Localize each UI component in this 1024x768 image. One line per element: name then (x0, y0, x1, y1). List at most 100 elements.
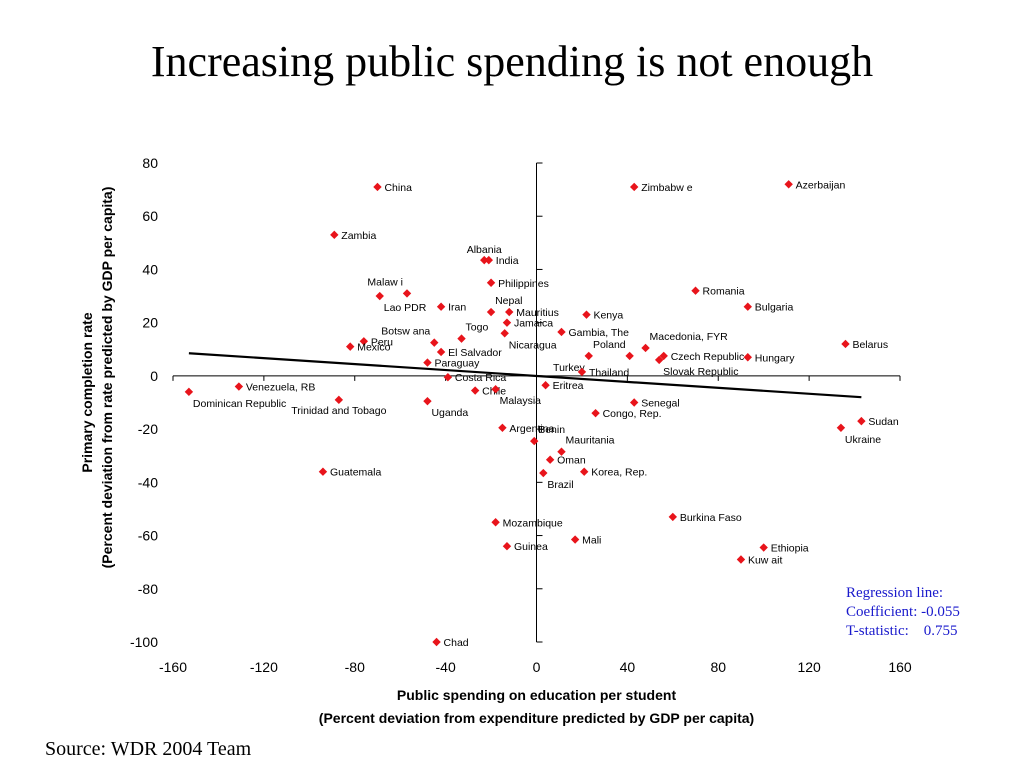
data-point-label: Mauritania (565, 435, 614, 447)
data-point-marker (582, 310, 591, 319)
x-axis-title-line1: Public spending on education per student (397, 687, 677, 703)
data-point-label: Paraguay (434, 358, 480, 370)
y-tick-label: 20 (142, 315, 158, 331)
data-point-label: Malaysia (500, 395, 542, 407)
data-point-label: Argentina (509, 423, 554, 435)
data-point-marker (375, 291, 384, 301)
data-point-marker (591, 408, 600, 418)
data-point-label: China (384, 182, 412, 194)
data-point-marker (423, 358, 432, 367)
data-point-marker (491, 384, 500, 394)
data-point-label: Zimbabw e (641, 182, 693, 194)
data-point-label: Czech Republic (671, 351, 745, 363)
data-point-marker (334, 395, 344, 405)
data-point-marker (234, 382, 244, 391)
data-point-marker (759, 543, 768, 552)
y-tick-label: -80 (138, 581, 158, 597)
data-point-marker (457, 334, 466, 343)
source-note: Source: WDR 2004 Team (45, 738, 252, 760)
x-tick-label: 40 (620, 659, 636, 675)
data-point-label: Turkey (553, 362, 585, 374)
data-point-label: Senegal (641, 398, 680, 410)
data-point-label: Nepal (495, 295, 522, 307)
data-point-marker (629, 398, 639, 407)
data-point-label: Burkina Faso (680, 512, 742, 524)
data-point-label: Slovak Republic (663, 366, 738, 378)
data-point-marker (557, 327, 566, 337)
data-point-marker (423, 396, 432, 406)
y-tick-label: -60 (138, 528, 158, 544)
data-point-marker (570, 535, 580, 544)
data-point-label: Thailand (589, 367, 629, 379)
data-point-marker (436, 347, 446, 357)
data-point-label: Iran (448, 302, 466, 314)
data-point-marker (346, 342, 355, 351)
data-point-marker (470, 386, 480, 395)
x-tick-label: -40 (436, 659, 456, 675)
data-point-marker (486, 307, 496, 317)
data-point-marker (359, 337, 369, 346)
chart-points: China Zimbabw e Azerbaijan Zambia AlbaniaInd… (184, 179, 899, 649)
data-point-marker (545, 455, 555, 464)
data-point-label: Gambia, The (568, 327, 629, 339)
data-point-label: Philippines (498, 278, 549, 290)
data-point-marker (691, 286, 700, 295)
data-point-label: Ethiopia (771, 543, 809, 555)
data-point-marker (505, 307, 514, 317)
data-point-marker (491, 518, 500, 527)
data-point-label: Uganda (431, 407, 468, 419)
regression-t-statistic: T-statistic: 0.755 (846, 623, 958, 639)
data-point-marker (484, 255, 493, 265)
data-point-label: Bulgaria (755, 302, 794, 314)
data-point-label: Macedonia, FYR (650, 331, 729, 343)
data-point-label: Chad (444, 637, 469, 649)
y-tick-label: 60 (142, 208, 158, 224)
x-tick-label: -120 (250, 659, 278, 675)
data-point-label: Nicaragua (509, 339, 557, 351)
x-tick-label: 80 (710, 659, 726, 675)
data-point-label: Venezuela, RB (246, 382, 315, 394)
y-axis-title-line1: Primary completion rate (79, 312, 95, 472)
x-tick-label: 0 (533, 659, 541, 675)
data-point-label: Mexico (357, 342, 390, 354)
data-point-label: Costa Rica (455, 372, 507, 384)
regression-line-label: Regression line: (846, 585, 944, 601)
data-point-marker (502, 542, 512, 551)
data-point-label: Zambia (341, 230, 376, 242)
x-tick-label: 120 (797, 659, 821, 675)
data-point-label: Mauritius (516, 307, 559, 319)
data-point-label: Guinea (514, 541, 548, 553)
data-point-marker (736, 555, 746, 564)
data-point-label: Mali (582, 535, 601, 547)
data-point-marker (541, 381, 550, 390)
data-point-marker (480, 255, 489, 265)
data-point-label: Romania (703, 286, 745, 298)
data-point-label: Belarus (852, 339, 888, 351)
regression-stats: Regression line: Coefficient: -0.055 T-s… (846, 584, 960, 641)
data-point-marker (402, 289, 412, 298)
data-point-marker (641, 343, 650, 353)
data-point-marker (577, 367, 587, 377)
x-tick-label: 160 (888, 659, 912, 675)
y-tick-label: -20 (138, 421, 158, 437)
data-point-label: Trinidad and Tobago (291, 405, 386, 417)
regression-line (188, 352, 862, 399)
y-tick-label: 40 (142, 261, 158, 277)
page-title: Increasing public spending is not enough (150, 37, 874, 86)
data-point-marker (500, 329, 509, 338)
data-point-label: Eritrea (553, 380, 584, 392)
data-point-label: Oman (557, 455, 586, 467)
data-point-label: Benin (538, 424, 565, 436)
data-point-marker (430, 338, 439, 347)
data-point-label: India (496, 255, 519, 267)
data-point-label: Lao PDR (384, 302, 427, 314)
data-point-label: Guatemala (330, 467, 382, 479)
data-point-label: Togo (466, 322, 489, 334)
data-point-marker (580, 467, 589, 476)
data-point-label: Sudan (868, 416, 899, 428)
data-point-marker (557, 447, 566, 456)
data-point-marker (486, 278, 496, 287)
x-tick-label: -80 (345, 659, 365, 675)
regression-line-group (188, 352, 862, 399)
data-point-marker (373, 182, 382, 192)
